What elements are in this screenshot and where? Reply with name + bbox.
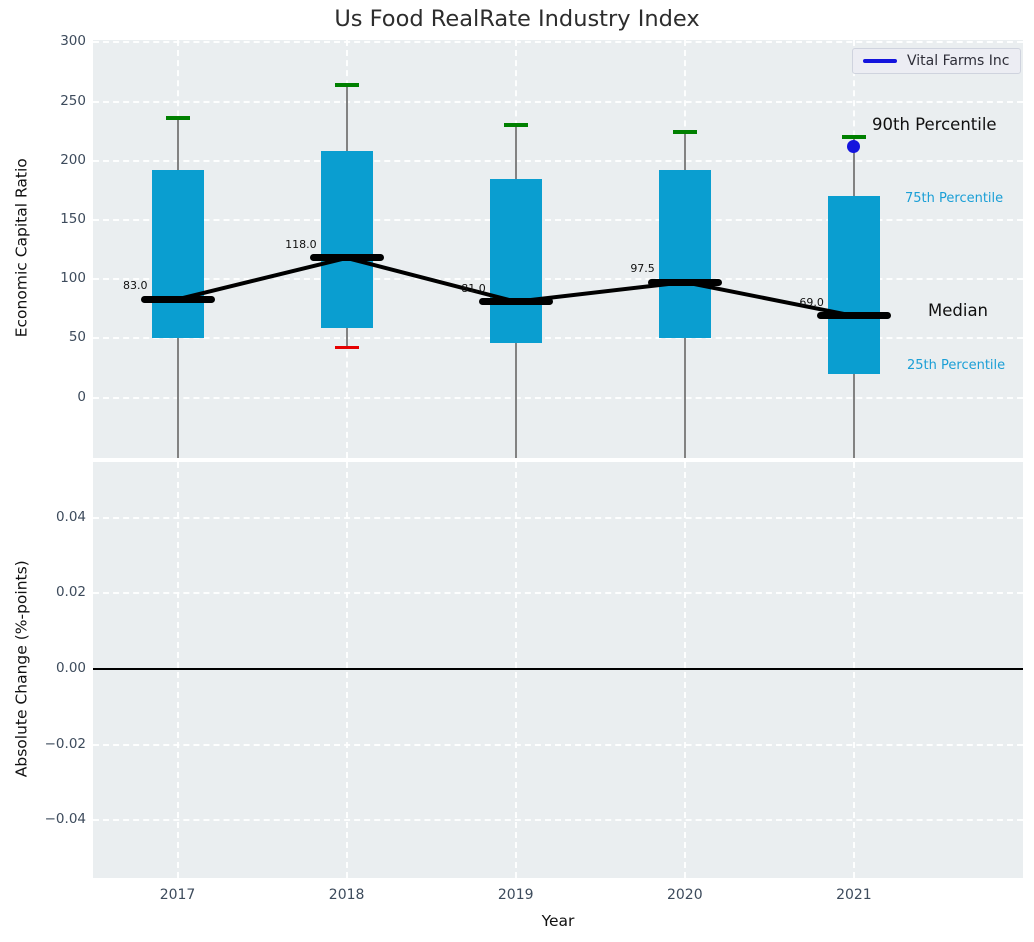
zero-line [93, 668, 1023, 671]
p10-cap-icon [334, 345, 359, 349]
median-segment [140, 295, 215, 303]
box-rect [489, 178, 542, 344]
box-rect [151, 170, 204, 339]
gridline-horizontal [93, 337, 1023, 340]
gridline-horizontal [93, 516, 1023, 519]
gridline-horizontal [93, 278, 1023, 281]
y-axis-tick-label: 0.00 [55, 660, 86, 677]
box-rect [658, 170, 711, 339]
gridline-horizontal [93, 159, 1023, 162]
median-value-label: 69.0 [799, 295, 824, 309]
gridline-horizontal [93, 100, 1023, 103]
x-axis-tick-label: 2021 [836, 887, 872, 903]
bottom-y-axis-label: Absolute Change (%-points) [12, 560, 31, 778]
top-axes: 83.0 118.0 81.0 97.5 69.0 [93, 40, 1023, 458]
company-data-point [847, 140, 861, 154]
median-value-label: 118.0 [285, 237, 317, 251]
p90-cap-icon [841, 135, 866, 140]
x-axis-tick-label: 2017 [159, 887, 196, 903]
box-rect [827, 196, 880, 374]
gridline-horizontal [93, 819, 1023, 822]
y-axis-tick-label: 50 [68, 329, 86, 346]
x-axis-tick-label: 2018 [328, 887, 365, 903]
median-segment [309, 254, 384, 262]
x-axis-tick-label: 2019 [497, 887, 534, 903]
annotation-median: Median [928, 300, 989, 320]
median-segment [816, 312, 891, 320]
y-axis-tick-label: −0.04 [44, 811, 86, 828]
gridline-horizontal [93, 396, 1023, 399]
y-axis-tick-label: 200 [60, 151, 86, 168]
y-axis-tick-label: 0 [77, 388, 86, 405]
y-axis-tick-label: 150 [60, 210, 86, 227]
top-y-axis-label: Economic Capital Ratio [12, 158, 31, 338]
p90-cap-icon [672, 130, 697, 135]
median-segment [478, 298, 553, 306]
x-axis-label: Year [541, 912, 575, 930]
gridline-horizontal [93, 218, 1023, 221]
p90-cap-icon [165, 116, 190, 121]
legend-label: Vital Farms Inc [907, 53, 1010, 69]
y-axis-tick-label: 100 [60, 270, 86, 287]
annotation-25th-percentile: 25th Percentile [907, 357, 1006, 373]
y-axis-tick-label: 300 [60, 33, 86, 50]
gridline-horizontal [93, 592, 1023, 595]
box-rect [320, 151, 373, 328]
median-value-label: 97.5 [630, 262, 655, 276]
chart-title: Us Food RealRate Industry Index [334, 6, 700, 32]
gridline-horizontal [93, 743, 1023, 746]
y-axis-tick-label: 0.02 [55, 584, 86, 601]
y-axis-tick-label: 0.04 [55, 508, 86, 525]
legend: Vital Farms Inc [852, 48, 1021, 74]
median-value-label: 81.0 [461, 281, 486, 295]
y-axis-tick-label: 250 [60, 92, 86, 109]
median-value-label: 83.0 [123, 279, 148, 293]
annotation-90th-percentile: 90th Percentile [872, 114, 997, 134]
gridline-horizontal [93, 41, 1023, 44]
x-axis-tick-label: 2020 [666, 887, 703, 903]
median-trend-line [177, 255, 855, 318]
p90-cap-icon [334, 82, 359, 87]
annotation-75th-percentile: 75th Percentile [905, 190, 1004, 206]
bottom-axes [93, 462, 1023, 878]
p90-cap-icon [503, 123, 528, 128]
median-segment [647, 278, 722, 286]
legend-line-icon [863, 59, 897, 63]
y-axis-tick-label: −0.02 [44, 735, 86, 752]
